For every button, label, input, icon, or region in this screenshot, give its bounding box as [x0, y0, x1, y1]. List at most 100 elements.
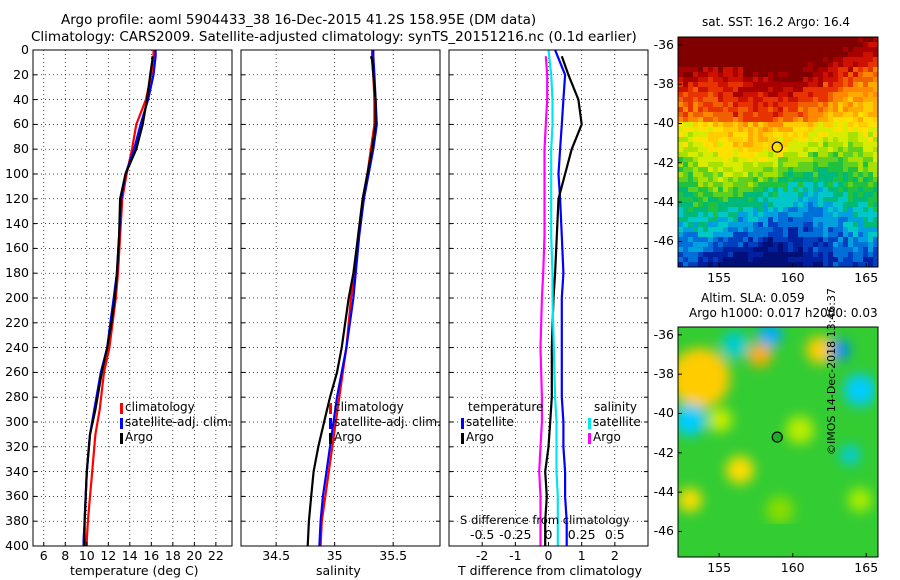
x-tick-label: -1	[509, 548, 522, 563]
y-tick-label: 320	[5, 438, 29, 454]
x-tick-label: 35	[326, 548, 343, 563]
diff-legend-sal-satellite: satellite	[593, 415, 641, 429]
temp-legend-satellite: satellite-adj. clim.	[125, 415, 232, 429]
map-y-tick-label: -42	[653, 444, 674, 460]
x-tick-label: 35.5	[379, 548, 408, 563]
map-y-tick-label: -46	[653, 233, 674, 249]
map-y-tick-label: -42	[653, 154, 674, 170]
temp-legend-argo: Argo	[125, 430, 153, 444]
series-line-temperature-satellite	[554, 50, 568, 546]
diff-legend-sal-argo: Argo	[593, 430, 621, 444]
sal-legend-climatology: climatology	[334, 400, 404, 414]
y-tick-label: 240	[5, 339, 29, 355]
map-y-tick-label: -44	[653, 194, 674, 210]
legend-swatch	[120, 403, 123, 414]
legend-swatch	[461, 433, 464, 444]
legend-swatch	[588, 433, 591, 444]
salinity-grid	[241, 49, 440, 547]
s-tick-label: 0	[544, 527, 553, 542]
difference-xlabel: T difference from climatology	[458, 563, 643, 578]
argo-location-marker	[771, 431, 783, 443]
map-y-tick-label: -44	[653, 484, 674, 500]
map-x-tick-label: 165	[854, 270, 879, 285]
legend-swatch	[120, 418, 123, 429]
series-line-salinity-Argo	[538, 56, 549, 546]
map-x-tick-label: 155	[707, 560, 732, 575]
series-line-climatology	[319, 50, 376, 546]
y-tick-label: 20	[13, 66, 29, 82]
title-line-2: Climatology: CARS2009. Satellite-adjuste…	[31, 29, 637, 45]
map-y-tick-label: -38	[653, 366, 674, 382]
y-tick-label: 260	[5, 364, 29, 380]
map-x-tick-label: 165	[854, 560, 879, 575]
map-y-tick-label: -36	[653, 36, 674, 52]
y-tick-label: 180	[5, 265, 29, 281]
y-tick-label: 380	[5, 513, 29, 529]
s-tick-label: 0.5	[604, 527, 625, 542]
argo-location-marker	[771, 141, 783, 153]
y-tick-label: 100	[5, 166, 29, 181]
x-tick-label: 1	[577, 548, 586, 563]
x-tick-label: 16	[143, 548, 160, 563]
s-tick-label: 0.25	[567, 527, 596, 542]
y-tick-label: 0	[21, 42, 29, 57]
x-tick-label: 8	[61, 548, 70, 563]
y-tick-label: 120	[5, 190, 29, 206]
legend-swatch	[329, 403, 332, 414]
y-tick-label: 280	[5, 389, 29, 405]
imos-credit: ©IMOS 14-Dec-2018 13:46:37	[825, 288, 838, 455]
y-tick-label: 360	[5, 488, 29, 504]
series-line-salinity-satellite	[547, 50, 559, 546]
x-tick-label: 12	[100, 548, 117, 563]
y-tick-label: 80	[13, 141, 29, 157]
map-y-tick-label: -40	[653, 405, 674, 421]
sst-map-title: sat. SST: 16.2 Argo: 16.4	[702, 15, 851, 29]
s-tick-label: -0.5	[469, 527, 495, 542]
y-tick-label: 400	[5, 538, 29, 553]
x-tick-label: 2	[610, 548, 619, 563]
y-tick-label: 60	[13, 116, 29, 132]
map-x-tick-label: 160	[780, 270, 805, 285]
x-tick-label: 34.5	[262, 548, 291, 563]
y-tick-label: 160	[5, 240, 29, 256]
temp-legend-climatology: climatology	[125, 400, 195, 414]
s-difference-label: S difference from climatology	[460, 513, 630, 527]
y-tick-label: 40	[13, 91, 29, 107]
series-line-Argo	[83, 56, 154, 546]
legend-swatch	[461, 418, 464, 429]
map-y-tick-label: -40	[653, 115, 674, 131]
legend-swatch	[120, 433, 123, 444]
temperature-xlabel: temperature (deg C)	[70, 563, 199, 578]
x-tick-label: 18	[164, 548, 181, 563]
sla-map-title-2: Argo h1000: 0.017 h2000: 0.03	[689, 306, 878, 320]
map-x-tick-label: 160	[780, 560, 805, 575]
sst-map-frame	[677, 36, 879, 268]
map-y-tick-label: -46	[653, 523, 674, 539]
x-tick-label: 22	[207, 548, 224, 563]
map-y-tick-label: -36	[653, 326, 674, 342]
y-tick-label: 300	[5, 414, 29, 429]
temperature-grid	[33, 49, 232, 547]
x-tick-label: 14	[121, 548, 138, 563]
x-tick-label: 6	[39, 548, 48, 563]
y-tick-label: 220	[5, 314, 29, 330]
y-tick-label: 200	[5, 290, 29, 305]
legend-swatch	[329, 418, 332, 429]
series-line-temperature-Argo	[544, 55, 583, 546]
temperature-axes-frame	[32, 49, 233, 547]
salinity-axes-frame	[240, 49, 441, 547]
legend-swatch	[329, 433, 332, 444]
x-tick-label: 0	[544, 548, 553, 563]
sal-legend-satellite: satellite-adj. clim.	[334, 415, 441, 429]
series-line-satellite-adj.-clim.	[82, 50, 157, 546]
x-tick-label: -2	[475, 548, 489, 563]
series-line-Argo	[306, 55, 377, 546]
diff-legend-temperature-title: temperature	[468, 400, 544, 414]
diff-legend-temp-argo: Argo	[466, 430, 494, 444]
sal-legend-argo: Argo	[334, 430, 362, 444]
diff-legend-salinity-title: salinity	[594, 400, 638, 414]
salinity-xlabel: salinity	[316, 563, 361, 578]
sst-heatmap	[678, 37, 878, 267]
y-tick-label: 340	[5, 463, 29, 479]
